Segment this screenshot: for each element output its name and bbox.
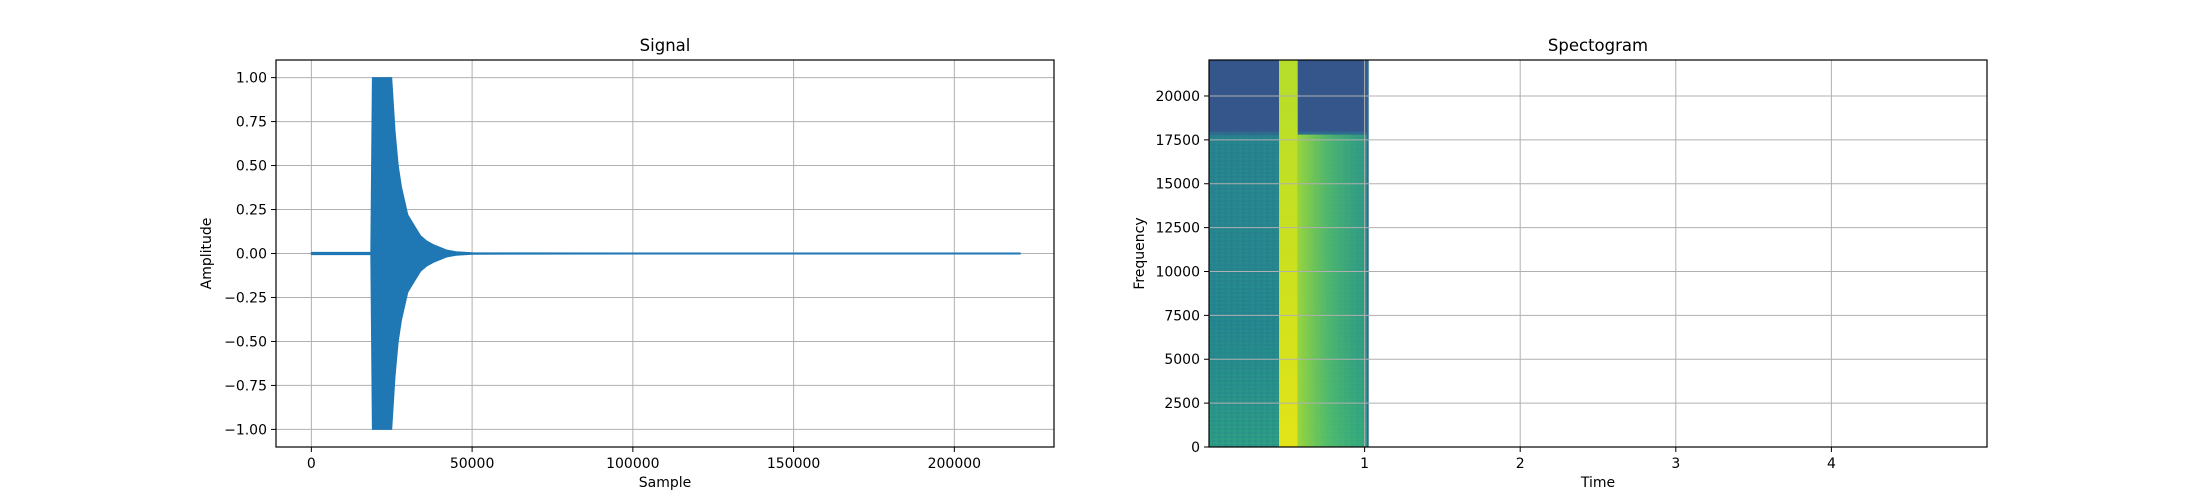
spectrogram-image [1209, 60, 1369, 447]
y-tick-label: 1.00 [236, 71, 267, 87]
y-tick-label: 10000 [1155, 264, 1200, 280]
axes-frame [1208, 59, 1988, 448]
y-tick-label: 15000 [1155, 177, 1200, 193]
y-tick-label: −0.75 [224, 378, 267, 394]
y-tick-label: 12500 [1155, 221, 1200, 237]
spectrogram-chart: Spectogram 1 2 3 4 0 2500 5000 7500 10000 12500 1… [1132, 36, 1988, 491]
y-tick-label: 17500 [1155, 133, 1200, 149]
y-tick-label: 0.50 [236, 159, 267, 175]
spectrogram-decay [1297, 134, 1368, 447]
x-tick-label: 0 [307, 456, 316, 472]
y-tick-label: 0.25 [236, 203, 267, 219]
x-tick-label: 2 [1516, 456, 1525, 472]
y-tick-label: 20000 [1155, 89, 1200, 105]
x-tick-label: 150000 [767, 456, 820, 472]
signal-chart: Signal 0 50000 100000 150000 200000 1.00 0.75… [199, 36, 1055, 491]
chart-title: Signal [640, 36, 691, 55]
y-axis-label: Amplitude [199, 218, 215, 290]
x-axis-label: Time [1580, 475, 1615, 491]
chart-title: Spectogram [1548, 36, 1648, 55]
y-tick-label: 0 [1191, 440, 1200, 456]
x-tick-label: 1 [1360, 456, 1369, 472]
y-axis-label: Frequency [1132, 217, 1148, 289]
x-tick-label: 50000 [450, 456, 495, 472]
x-tick-label: 4 [1827, 456, 1836, 472]
x-axis: 1 2 3 4 [1360, 447, 1836, 472]
x-tick-label: 100000 [606, 456, 659, 472]
x-axis: 0 50000 100000 150000 200000 [307, 447, 981, 472]
y-axis: 0 2500 5000 7500 10000 12500 15000 17500 20000 [1155, 89, 1209, 456]
x-tick-label: 3 [1671, 456, 1680, 472]
y-tick-label: −1.00 [224, 422, 267, 438]
y-tick-label: 5000 [1164, 352, 1200, 368]
y-tick-label: −0.25 [224, 290, 267, 306]
y-axis: 1.00 0.75 0.50 0.25 0.00 −0.25 −0.50 −0.75 −1.00 [224, 71, 276, 438]
plot-area [310, 77, 1021, 430]
spectrogram-burst [1279, 60, 1298, 447]
x-tick-label: 200000 [928, 456, 981, 472]
y-tick-label: 0.00 [236, 247, 267, 263]
y-tick-label: 2500 [1164, 396, 1200, 412]
y-tick-label: 7500 [1164, 308, 1200, 324]
y-tick-label: 0.75 [236, 115, 267, 131]
y-tick-label: −0.50 [224, 334, 267, 350]
x-axis-label: Sample [639, 475, 692, 491]
